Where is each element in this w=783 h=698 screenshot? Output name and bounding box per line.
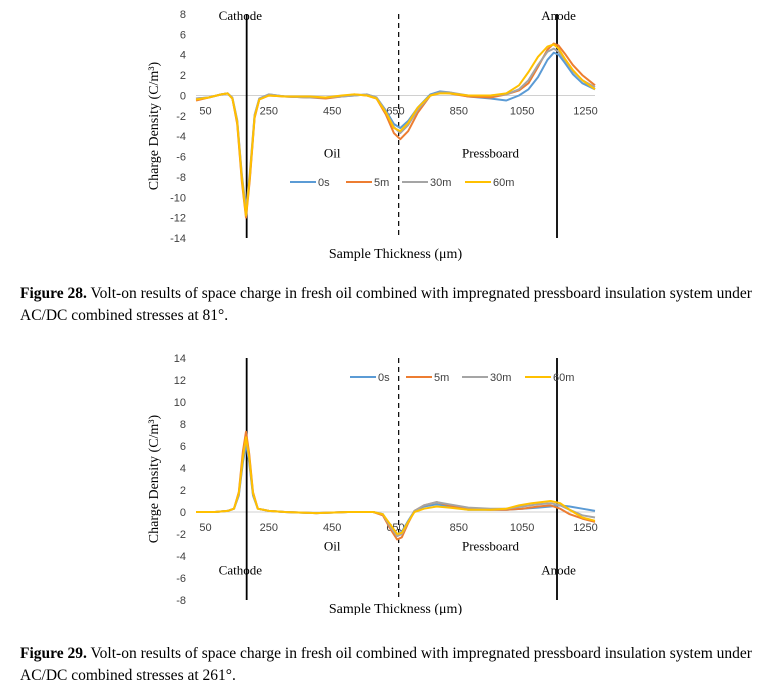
- y-tick-label: 2: [180, 485, 186, 497]
- y-axis-title: Charge Density (C/m³): [147, 61, 162, 190]
- y-tick-label: 4: [180, 50, 186, 62]
- y-tick-label: 6: [180, 29, 186, 41]
- series-line-60m: [196, 436, 596, 535]
- figure-29: 14 12 10 8 6 4 2 0 -2 -4 -6 -8 50 250 450 650 850 1050 125…: [0, 350, 783, 615]
- x-tick-label: 1050: [510, 522, 534, 534]
- x-tick-label: 50: [199, 105, 211, 117]
- legend-label-0s: 0s: [378, 372, 390, 384]
- annotation-anode: Anode: [541, 563, 576, 578]
- y-tick-label: 2: [180, 70, 186, 82]
- y-tick-label: -12: [170, 213, 186, 225]
- y-tick-label: 0: [180, 90, 186, 102]
- annotation-pressboard: Pressboard: [462, 146, 520, 161]
- figure-28-caption-text: Volt-on results of space charge in fresh…: [20, 285, 752, 324]
- y-tick-label: -6: [176, 152, 186, 164]
- y-tick-label: 8: [180, 9, 186, 21]
- y-tick-label: 0: [180, 507, 186, 519]
- annotation-oil: Oil: [324, 146, 341, 161]
- legend-label-30m: 30m: [490, 372, 511, 384]
- y-tick-label: -2: [176, 111, 186, 123]
- y-tick-label: -14: [170, 233, 186, 245]
- figure-28-label: Figure 28.: [20, 285, 87, 302]
- y-tick-label: 12: [174, 375, 186, 387]
- x-tick-label: 250: [260, 105, 278, 117]
- annotation-pressboard: Pressboard: [462, 539, 520, 554]
- annotation-oil: Oil: [324, 539, 341, 554]
- legend-label-5m: 5m: [374, 177, 389, 189]
- annotation-cathode: Cathode: [219, 8, 263, 23]
- annotation-cathode: Cathode: [219, 563, 263, 578]
- y-tick-label: -2: [176, 529, 186, 541]
- y-tick-label: -10: [170, 192, 186, 204]
- x-tick-label: 250: [260, 522, 278, 534]
- legend-label-5m: 5m: [434, 372, 449, 384]
- x-axis-title: Sample Thickness (μm): [329, 247, 463, 262]
- y-tick-label: -4: [176, 131, 186, 143]
- y-tick-label: -8: [176, 172, 186, 184]
- legend-label-60m: 60m: [553, 372, 574, 384]
- y-axis-title: Charge Density (C/m³): [147, 414, 162, 543]
- figure-29-caption: Figure 29. Volt-on results of space char…: [20, 643, 760, 687]
- figure-28: 8 6 4 2 0 -2 -4 -6 -8 -10 -12 -14 50 250 450 650 850 1050…: [0, 0, 783, 268]
- y-tick-label: -8: [176, 595, 186, 607]
- x-tick-label: 1050: [510, 105, 534, 117]
- x-tick-label: 850: [450, 105, 468, 117]
- y-tick-label: 4: [180, 463, 186, 475]
- legend-label-0s: 0s: [318, 177, 330, 189]
- legend-label-30m: 30m: [430, 177, 451, 189]
- figure-28-caption: Figure 28. Volt-on results of space char…: [20, 283, 760, 327]
- x-tick-label: 50: [199, 522, 211, 534]
- chart-figure-28: 8 6 4 2 0 -2 -4 -6 -8 -10 -12 -14 50 250 450 650 850 1050…: [147, 8, 598, 262]
- x-tick-label: 850: [450, 522, 468, 534]
- y-tick-label: -4: [176, 551, 186, 563]
- x-tick-label: 650: [386, 105, 404, 117]
- figure-29-label: Figure 29.: [20, 645, 87, 662]
- figure-29-caption-text: Volt-on results of space charge in fresh…: [20, 645, 752, 684]
- y-tick-label: -6: [176, 573, 186, 585]
- x-tick-label: 1250: [573, 522, 597, 534]
- y-tick-label: 14: [174, 353, 186, 365]
- x-axis-title: Sample Thickness (μm): [329, 602, 463, 615]
- series-line-0s: [195, 51, 596, 215]
- annotation-anode: Anode: [541, 8, 576, 23]
- y-tick-label: 8: [180, 419, 186, 431]
- series-line-60m: [195, 43, 596, 217]
- legend-label-60m: 60m: [493, 177, 514, 189]
- series-line-0s: [196, 442, 596, 535]
- x-tick-label: 450: [323, 105, 341, 117]
- x-tick-label: 1250: [573, 105, 597, 117]
- y-tick-label: 6: [180, 441, 186, 453]
- y-tick-label: 10: [174, 397, 186, 409]
- x-tick-label: 450: [323, 522, 341, 534]
